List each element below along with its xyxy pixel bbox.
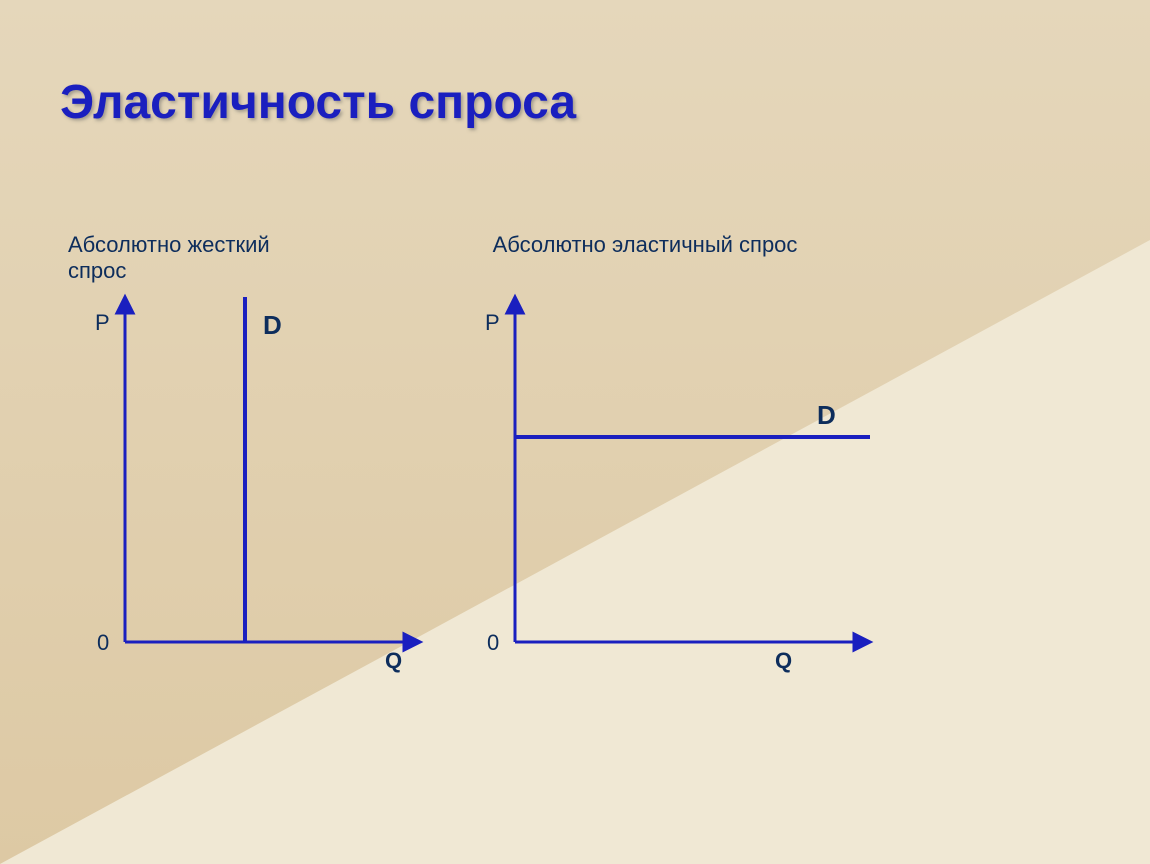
- demand-label: D: [817, 400, 836, 431]
- origin-label: 0: [487, 630, 499, 656]
- x-axis-label: Q: [775, 648, 792, 674]
- left-chart-svg: [85, 292, 425, 662]
- right-chart-subtitle: Абсолютно эластичный спрос: [490, 232, 800, 258]
- origin-label: 0: [97, 630, 109, 656]
- left-chart-subtitle: Абсолютно жесткий спрос: [68, 232, 328, 284]
- y-axis-label: P: [485, 310, 500, 336]
- demand-label: D: [263, 310, 282, 341]
- x-axis-label: Q: [385, 648, 402, 674]
- slide-title: Эластичность спроса: [60, 75, 576, 130]
- left-chart: P 0 Q D: [85, 292, 425, 662]
- y-axis-label: P: [95, 310, 110, 336]
- right-chart-svg: [475, 292, 875, 662]
- right-chart: P 0 Q D: [475, 292, 875, 662]
